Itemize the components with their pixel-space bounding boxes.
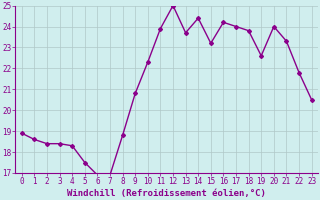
X-axis label: Windchill (Refroidissement éolien,°C): Windchill (Refroidissement éolien,°C) [67,189,266,198]
